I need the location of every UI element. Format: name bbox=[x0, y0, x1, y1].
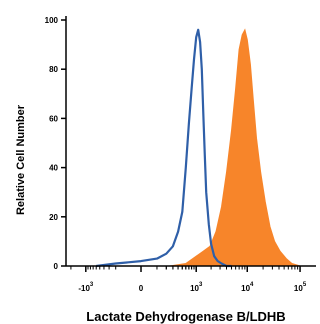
x-tick-label: 104 bbox=[241, 282, 254, 293]
x-axis-title: Lactate Dehydrogenase B/LDHB bbox=[86, 309, 285, 324]
series-1-line bbox=[96, 28, 232, 268]
x-tick-label: 0 bbox=[139, 284, 144, 293]
series-layer bbox=[96, 28, 301, 268]
y-tick-label: 0 bbox=[54, 262, 59, 271]
y-tick-label: 40 bbox=[49, 164, 58, 173]
x-tick-exponent: 3 bbox=[90, 282, 94, 288]
x-tick-base: -10 bbox=[78, 284, 90, 293]
x-tick-exponent: 5 bbox=[303, 282, 307, 288]
y-tick-label: 20 bbox=[49, 213, 58, 222]
x-tick-label: 103 bbox=[190, 282, 203, 293]
y-tick-label: 60 bbox=[49, 114, 58, 123]
y-tick-label: 80 bbox=[49, 65, 58, 74]
x-tick-base: 0 bbox=[139, 284, 144, 293]
x-tick-base: 10 bbox=[241, 284, 250, 293]
x-tick-exponent: 4 bbox=[250, 282, 254, 288]
x-tick-label: 105 bbox=[294, 282, 307, 293]
x-tick-base: 10 bbox=[294, 284, 303, 293]
x-tick-exponent: 3 bbox=[199, 282, 203, 288]
x-tick-base: 10 bbox=[190, 284, 199, 293]
series-0-area bbox=[169, 28, 301, 267]
x-tick-label: -103 bbox=[78, 282, 94, 293]
y-axis-title: Relative Cell Number bbox=[15, 104, 27, 215]
y-tick-label: 100 bbox=[45, 16, 59, 25]
axes-layer bbox=[61, 16, 316, 272]
